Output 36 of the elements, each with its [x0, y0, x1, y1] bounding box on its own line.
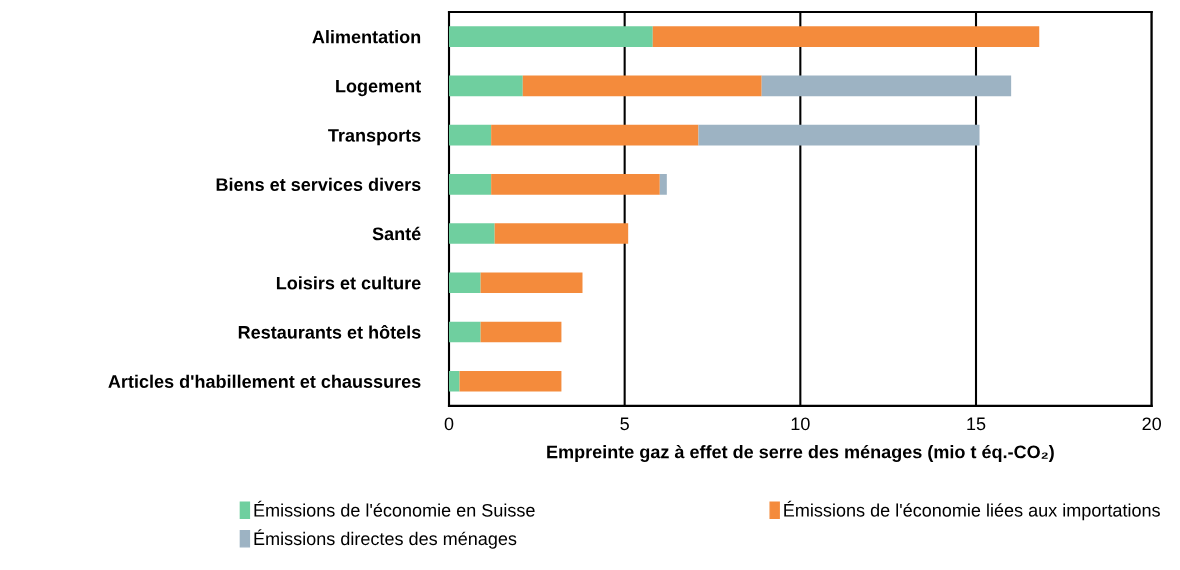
bar: [698, 124, 980, 146]
x-axis-title: Empreinte gaz à effet de serre des ménages (mio t éq.-CO₂): [547, 444, 1054, 462]
bar: [659, 173, 667, 195]
legend-label: Émissions directes des ménages: [254, 529, 517, 549]
bar: [448, 272, 481, 294]
bar: [448, 75, 523, 97]
bar: [448, 124, 492, 146]
bar: [448, 26, 653, 47]
x-tick-label: 0: [444, 417, 454, 431]
bar: [480, 321, 562, 343]
bar: [761, 75, 1012, 97]
y-tick-label: Alimentation: [312, 30, 421, 44]
bar: [491, 124, 699, 146]
x-tick-label: 10: [791, 417, 810, 431]
bar: [448, 321, 481, 343]
y-tick-label: Loisirs et culture: [276, 276, 421, 290]
bar: [448, 370, 460, 392]
bar: [448, 223, 495, 244]
x-tick-label: 5: [620, 417, 629, 431]
bar: [480, 272, 583, 294]
y-tick-label: Transports: [328, 129, 421, 146]
bar: [459, 370, 562, 392]
bar: [494, 223, 629, 244]
x-tick-label: 15: [967, 417, 986, 431]
y-tick-label: Santé: [372, 226, 421, 241]
legend-label: Émissions de l'économie liées aux importations: [784, 500, 1160, 521]
y-tick-label: Articles d'habillement et chaussures: [108, 374, 421, 388]
bar: [448, 173, 492, 195]
y-tick-label: Restaurants et hôtels: [238, 325, 421, 339]
x-tick-label: 20: [1142, 417, 1162, 431]
y-tick-label: Logement: [336, 79, 421, 97]
bar: [522, 75, 762, 97]
bar: [491, 173, 660, 195]
legend-label: Émissions de l'économie en Suisse: [254, 500, 535, 517]
bar: [652, 26, 1040, 47]
y-tick-label: Biens et services divers: [216, 177, 421, 192]
